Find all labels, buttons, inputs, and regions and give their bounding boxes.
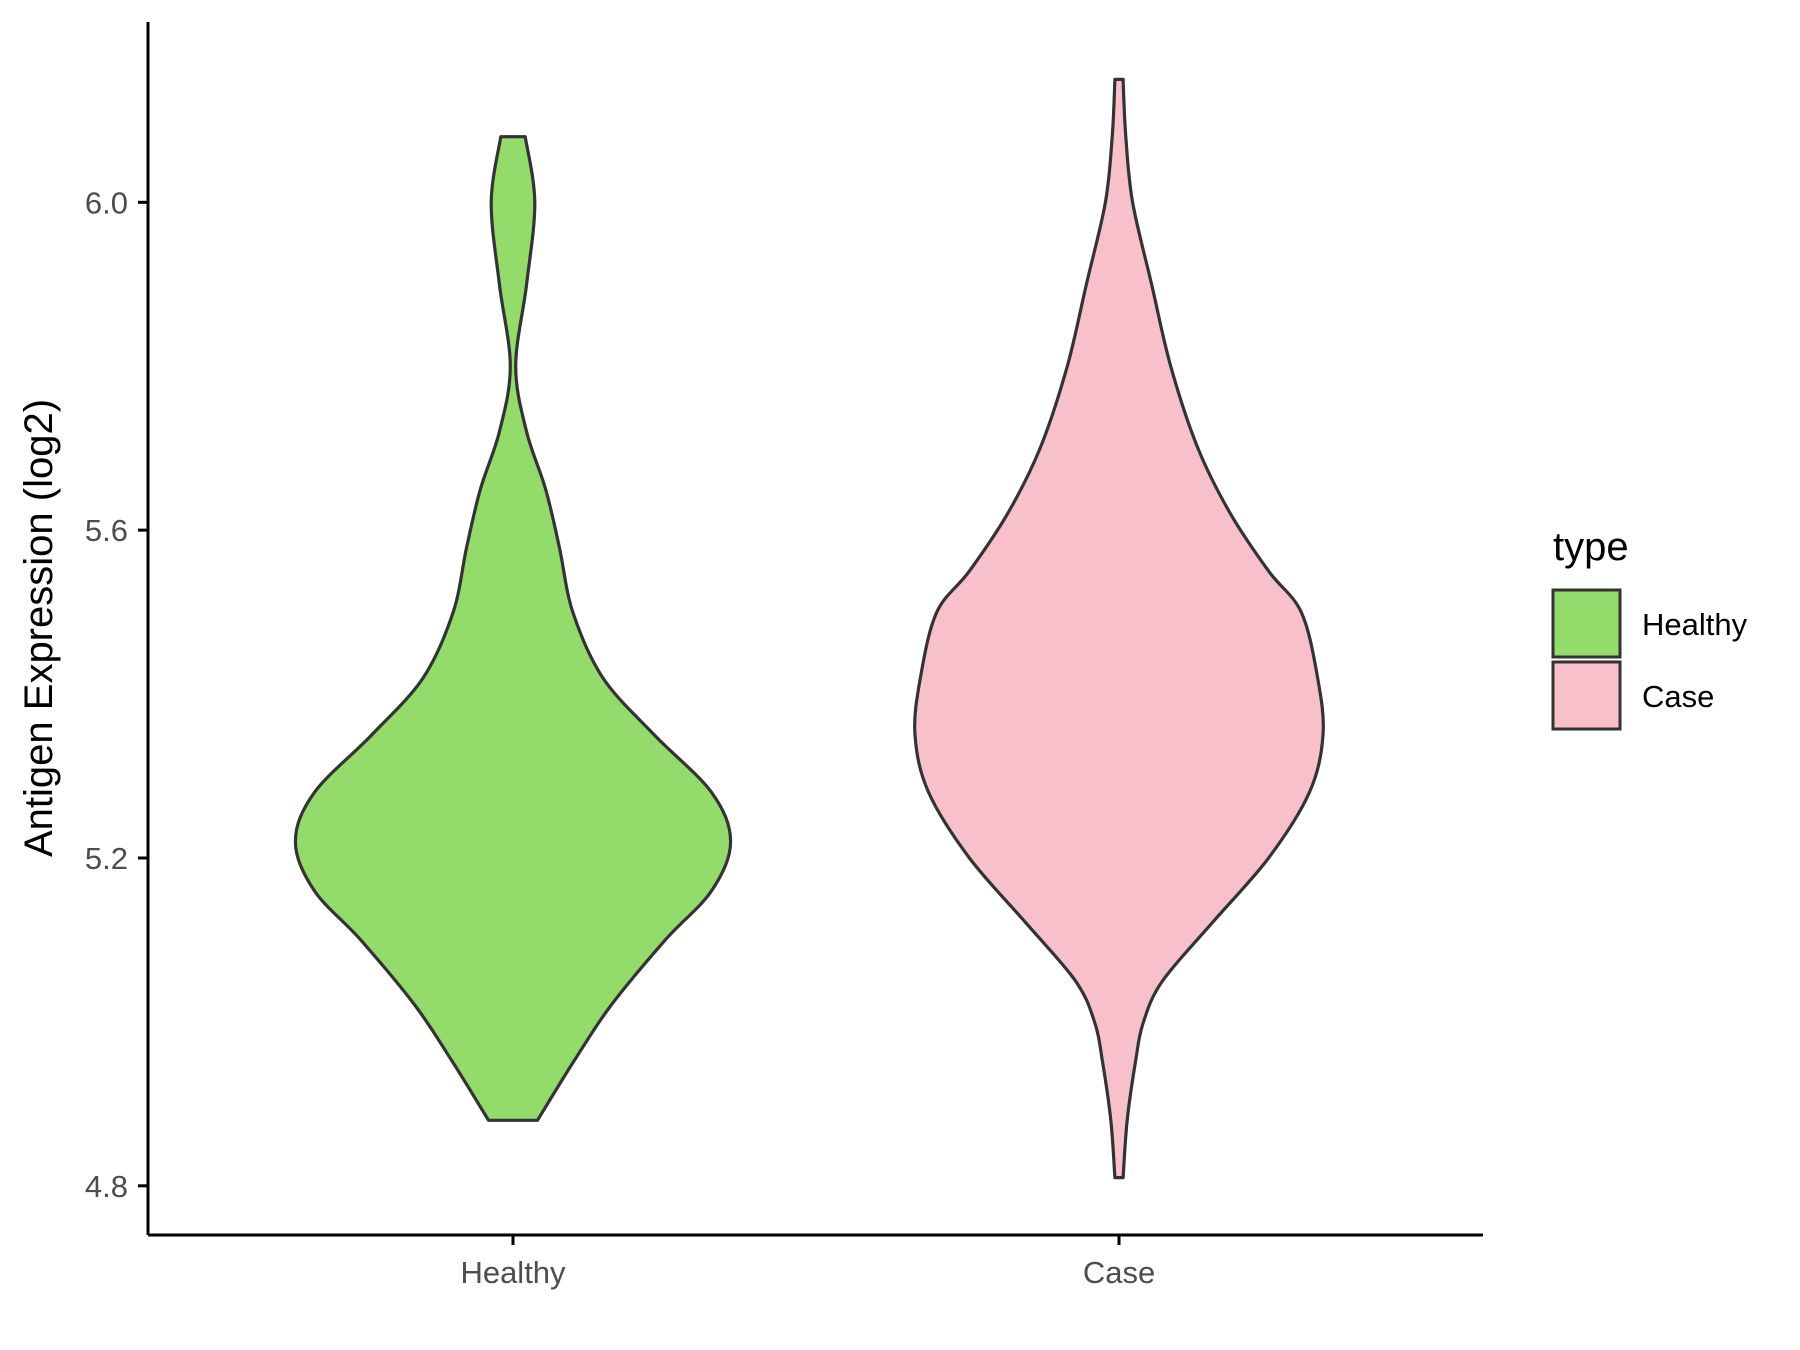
violin-case [913, 77, 1325, 1180]
legend: type Healthy Case [1551, 525, 1748, 731]
legend-label-healthy: Healthy [1642, 607, 1748, 642]
y-tick-label: 4.8 [85, 1169, 128, 1204]
y-axis-ticks: 4.8 5.2 5.6 6.0 [85, 185, 148, 1204]
legend-key-healthy [1551, 588, 1622, 659]
violin-healthy [293, 135, 733, 1122]
y-axis-title: Antigen Expression (log2) [17, 399, 61, 857]
y-tick-label: 6.0 [85, 185, 128, 220]
legend-key-case [1551, 660, 1622, 731]
y-tick-label: 5.6 [85, 513, 128, 548]
legend-title: type [1553, 525, 1629, 569]
x-axis-ticks: Healthy Case [460, 1235, 1155, 1290]
x-tick-label: Case [1083, 1255, 1155, 1290]
violin-layer [293, 77, 1325, 1180]
x-tick-label: Healthy [460, 1255, 566, 1290]
y-tick-label: 5.2 [85, 841, 128, 876]
legend-label-case: Case [1642, 679, 1714, 714]
